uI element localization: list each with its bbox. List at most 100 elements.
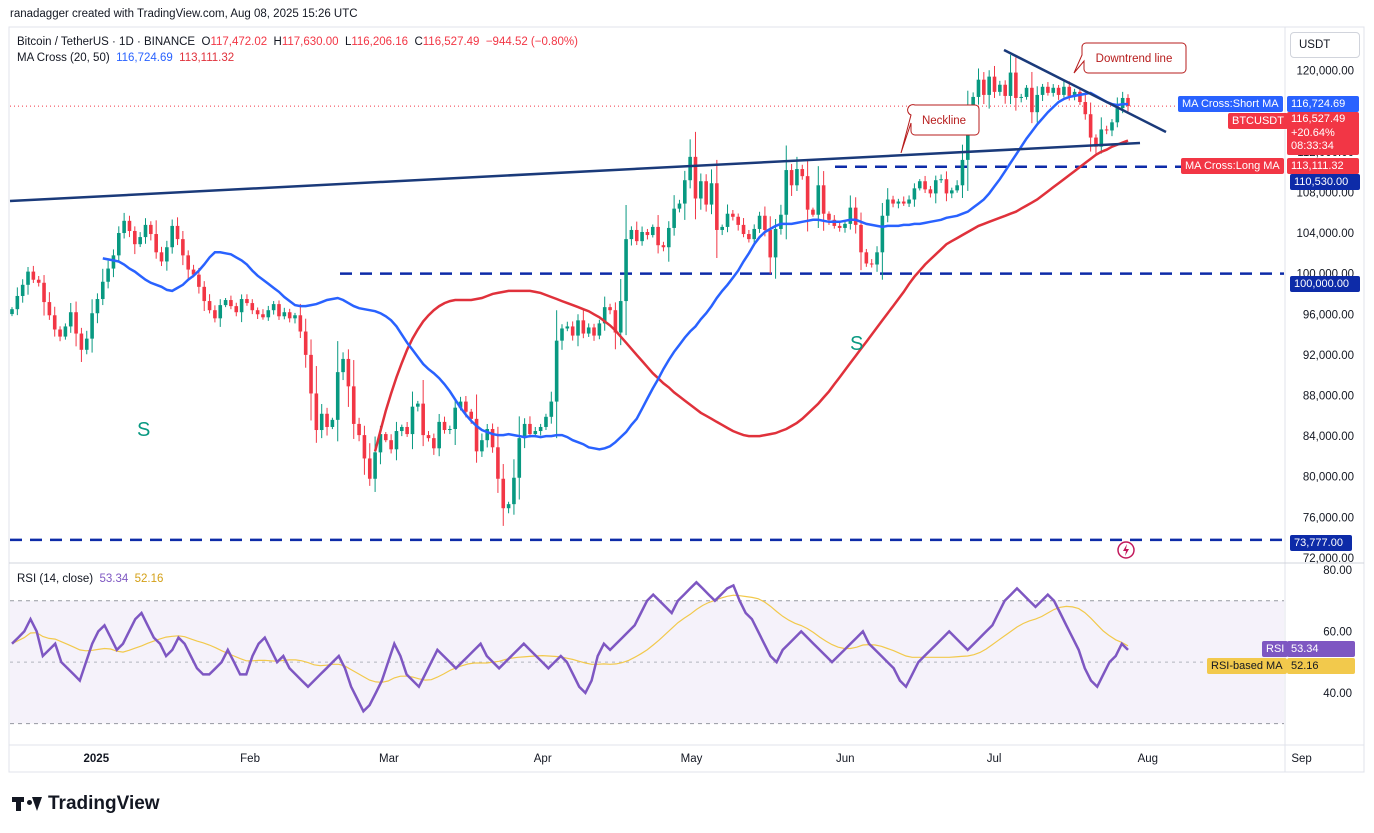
- candle-body: [1094, 137, 1098, 147]
- candle-body: [928, 189, 933, 194]
- low-label: L: [344, 36, 352, 48]
- candle-body: [111, 255, 116, 269]
- neckline-line[interactable]: [9, 141, 1141, 203]
- candle-body: [933, 180, 938, 194]
- candle-body: [245, 299, 249, 304]
- close-value: 116,527.49: [422, 36, 480, 48]
- candle-body: [800, 169, 805, 177]
- open-value: 117,472.02: [210, 36, 268, 48]
- last-price-tag: 116,527.49 +20.64% 08:33:34: [1287, 112, 1359, 155]
- candle-body: [923, 181, 927, 190]
- rsi-ma-line[interactable]: [11, 594, 1129, 683]
- candle-body: [608, 307, 612, 311]
- candle-body: [747, 234, 751, 240]
- price-tick-label: 88,000.00: [1303, 390, 1354, 402]
- rsi-axis[interactable]: 80.00 60.00 40.00: [1323, 565, 1352, 700]
- candle-body: [773, 228, 778, 258]
- candle-body: [634, 229, 639, 242]
- candle-body: [517, 438, 522, 478]
- candle-body: [704, 181, 708, 205]
- candle-body: [939, 179, 943, 181]
- level-110530-tag: 110,530.00: [1290, 174, 1360, 190]
- candle-body: [1099, 129, 1104, 147]
- rsi-tag-value: 53.34: [1287, 641, 1355, 657]
- candle-body: [837, 225, 842, 228]
- change-value: −944.52 (−0.80%): [485, 36, 578, 48]
- candle-body: [549, 401, 554, 417]
- candle-body: [437, 421, 441, 449]
- candle-body: [666, 227, 671, 248]
- candle-body: [891, 199, 895, 204]
- candle-body: [912, 188, 917, 200]
- rsi-tick-label: 60.00: [1323, 626, 1352, 638]
- candle-body: [998, 84, 1002, 92]
- candle-body: [715, 183, 719, 230]
- candle-body: [538, 426, 543, 432]
- currency-button[interactable]: USDT: [1290, 32, 1360, 58]
- candle-body: [84, 338, 89, 350]
- downtrend-line[interactable]: [1003, 48, 1167, 134]
- candle-body: [373, 452, 377, 479]
- candle-body: [394, 431, 399, 450]
- candle-body: [757, 215, 762, 229]
- candle-body: [357, 423, 361, 436]
- tradingview-logo[interactable]: TradingView: [12, 793, 160, 815]
- candle-body: [1072, 91, 1077, 96]
- candle-body: [191, 269, 196, 275]
- candle-body: [197, 274, 201, 287]
- candle-body: [399, 426, 404, 432]
- candle-body: [442, 421, 447, 431]
- candle-body: [506, 504, 511, 509]
- candle-body: [576, 320, 580, 336]
- time-tick-label: 2025: [84, 753, 110, 765]
- candle-body: [597, 323, 602, 336]
- candle-body: [52, 315, 57, 330]
- time-tick-label: Mar: [379, 753, 399, 765]
- symbol-title[interactable]: Bitcoin / TetherUS · 1D · BINANCE: [17, 36, 196, 48]
- candle-body: [79, 333, 84, 350]
- candle-body: [613, 310, 618, 333]
- candle-body: [421, 403, 425, 436]
- candle-body: [1067, 86, 1072, 96]
- brand-name: TradingView: [48, 793, 160, 814]
- neckline-callout: Neckline: [900, 104, 980, 154]
- candle-body: [650, 226, 655, 236]
- candle-body: [448, 429, 452, 431]
- candle-body: [602, 307, 607, 324]
- rsi-legend-label[interactable]: RSI (14, close): [17, 573, 94, 585]
- candle-body: [303, 331, 308, 355]
- time-axis[interactable]: 2025 Feb Mar Apr May Jun Jul Aug Sep: [84, 753, 1312, 765]
- author-line: ranadagger created with TradingView.com,…: [10, 8, 358, 20]
- candle-body: [1014, 72, 1018, 98]
- event-icon[interactable]: [1117, 541, 1135, 559]
- candle-body: [186, 255, 191, 270]
- candle-body: [223, 300, 228, 306]
- change-pct-value: +20.64%: [1291, 126, 1335, 139]
- candle-body: [533, 431, 538, 435]
- candle-body: [282, 312, 287, 317]
- ma-long-line[interactable]: [373, 139, 1129, 452]
- rsi-line[interactable]: [11, 580, 1129, 714]
- candle-body: [955, 185, 959, 191]
- ma-legend-label[interactable]: MA Cross (20, 50): [17, 52, 110, 64]
- candle-body: [752, 228, 757, 240]
- candle-body: [1062, 86, 1066, 95]
- candle-body: [570, 326, 575, 336]
- candle-body: [218, 305, 223, 319]
- time-tick-label: Apr: [534, 753, 552, 765]
- close-label: C: [414, 36, 423, 48]
- candle-body: [298, 315, 303, 332]
- candle-body: [565, 326, 570, 329]
- ma-short-line[interactable]: [102, 91, 1128, 451]
- candle-body: [95, 299, 100, 314]
- downtrend-callout: Downtrend line: [1073, 42, 1187, 74]
- candle-body: [848, 207, 853, 224]
- candle-body: [880, 215, 885, 253]
- candle-body: [512, 477, 516, 505]
- candle-body: [1019, 96, 1024, 98]
- candle-body: [116, 233, 121, 256]
- candle-body: [1040, 86, 1045, 95]
- candle-body: [805, 176, 810, 210]
- candle-body: [1088, 114, 1093, 138]
